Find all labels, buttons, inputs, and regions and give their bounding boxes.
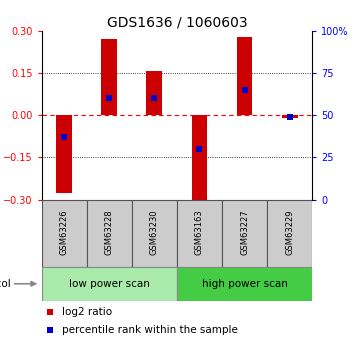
Bar — [147, 71, 162, 115]
Bar — [177, 267, 312, 300]
Text: protocol: protocol — [0, 279, 10, 289]
Bar — [192, 115, 207, 199]
Bar — [42, 267, 177, 300]
Bar — [282, 115, 297, 118]
Text: low power scan: low power scan — [69, 279, 150, 289]
Text: GSM63229: GSM63229 — [285, 209, 294, 255]
Text: percentile rank within the sample: percentile rank within the sample — [62, 325, 238, 335]
Bar — [42, 199, 87, 267]
Bar — [177, 199, 222, 267]
Bar — [222, 199, 267, 267]
Text: GSM63230: GSM63230 — [150, 209, 159, 255]
Text: GSM63226: GSM63226 — [60, 209, 69, 255]
Title: GDS1636 / 1060603: GDS1636 / 1060603 — [106, 16, 247, 30]
Text: GSM63227: GSM63227 — [240, 209, 249, 255]
Bar — [56, 115, 72, 193]
Text: GSM63163: GSM63163 — [195, 209, 204, 255]
Text: GSM63228: GSM63228 — [105, 209, 114, 255]
Bar — [132, 199, 177, 267]
Bar — [101, 39, 117, 115]
Bar — [237, 37, 252, 115]
Bar — [87, 199, 132, 267]
Text: high power scan: high power scan — [202, 279, 287, 289]
Bar — [267, 199, 312, 267]
Text: log2 ratio: log2 ratio — [62, 307, 112, 317]
